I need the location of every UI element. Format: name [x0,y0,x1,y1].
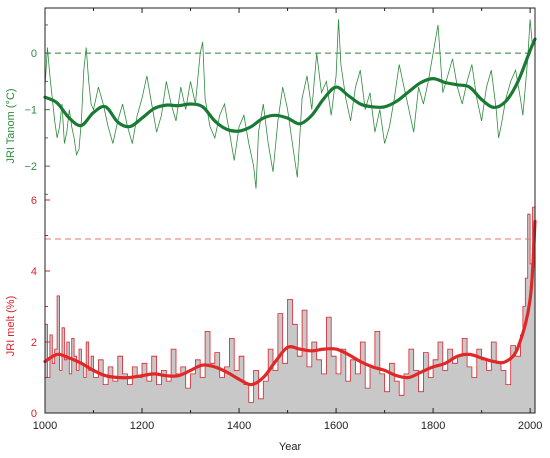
top-panel: 0 −1 −2 JRI Tanom (°C) [5,19,537,195]
bottom-y-axis-label: JRI melt (%) [5,296,17,357]
top-annual-series-line [44,19,533,189]
top-smoothed-series-line [43,37,537,133]
x-axis-label: Year [279,441,302,453]
top-lines-layer [43,19,537,189]
top-y-tick-label-0: 0 [31,48,37,60]
bottom-y-tick-label-2: 4 [31,266,37,278]
bottom-axis: 0 2 4 6 [31,195,50,420]
bottom-y-tick-label-3: 6 [31,195,37,207]
bottom-panel: 0 2 4 6 JRI melt (%) [5,195,537,420]
bottom-lines-layer [43,206,537,403]
bottom-y-tick-label-1: 2 [31,337,37,349]
x-tick-label-0: 1000 [33,420,57,432]
x-tick-label-1: 1200 [130,420,154,432]
x-axis: 1000 1200 1400 1600 1800 2000 [33,8,542,432]
x-tick-label-5: 2000 [518,420,542,432]
top-y-tick-label-1: −1 [24,105,37,117]
bottom-annual-series-line [45,206,536,403]
x-tick-label-4: 1800 [421,420,445,432]
top-axis: 0 −1 −2 [24,24,50,195]
top-y-axis-label: JRI Tanom (°C) [5,88,17,163]
plot-frame [44,7,536,414]
x-tick-label-3: 1600 [324,420,348,432]
bottom-y-tick-label-0: 0 [31,408,37,420]
bottom-smoothed-series-line [43,219,537,387]
top-y-tick-label-2: −2 [24,161,37,173]
x-tick-label-2: 1400 [227,420,251,432]
bottom-fill-layer [45,207,536,413]
bottom-area-fill [45,207,536,413]
